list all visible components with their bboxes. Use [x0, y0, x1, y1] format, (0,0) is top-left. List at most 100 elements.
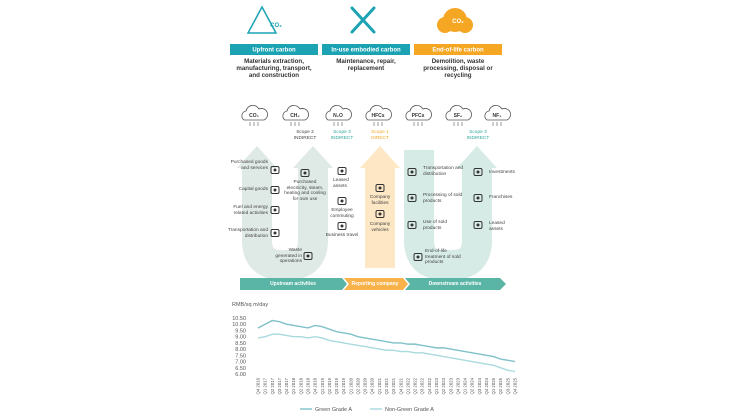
arrow-head	[293, 146, 333, 168]
activity-icon	[273, 208, 277, 212]
legend-label: Non-Green Grade A	[385, 407, 434, 413]
stage-description: Materials extraction, manufacturing, tra…	[236, 58, 312, 80]
activity-icon	[303, 252, 313, 260]
cloud	[484, 105, 511, 121]
activity-label: Processing of sold products	[423, 193, 463, 204]
activity-icon	[378, 212, 382, 216]
x-tick-label: Q2 2024	[470, 377, 475, 394]
x-tick-label: Q4 2020	[370, 377, 375, 394]
activity-icon	[473, 221, 483, 229]
cloud	[445, 105, 472, 121]
activity-icon	[340, 199, 344, 203]
icon-cloud	[437, 17, 453, 33]
series-line	[257, 319, 516, 363]
icon-text: CO₂	[270, 23, 282, 29]
scope-label: Scope 3	[333, 129, 351, 135]
x-tick-label: Q3 2023	[448, 377, 453, 394]
activity-icon	[476, 196, 480, 200]
x-tick-label: Q3 2020	[363, 377, 368, 394]
y-tick-label: 8.00	[235, 347, 246, 353]
stage-bar	[322, 44, 410, 55]
y-tick-label: 6.50	[235, 366, 246, 372]
activity-icon	[303, 171, 307, 175]
x-tick-label: Q2 2022	[413, 377, 418, 394]
activity-icon	[413, 253, 423, 261]
scope-label: Scope 1	[371, 129, 389, 135]
cloud	[405, 105, 432, 121]
activity-icon	[375, 210, 385, 218]
x-tick-label: Q1 2021	[377, 377, 382, 394]
gas-label: PFCs	[412, 113, 425, 119]
y-tick-label: 7.00	[235, 360, 246, 366]
x-tick-label: Q4 2024	[484, 377, 489, 394]
activity-icon	[337, 167, 347, 175]
scope-type: INDIRECT	[467, 135, 490, 141]
y-tick-label: 7.50	[235, 353, 246, 359]
y-tick-label: 8.50	[235, 341, 246, 347]
flow-arrow	[242, 168, 328, 280]
activity-icon	[476, 170, 480, 174]
x-tick-label: Q2 2025	[498, 377, 503, 394]
gas-label: NF₃	[493, 113, 503, 119]
activity-icon	[476, 223, 480, 227]
x-tick-label: Q3 2025	[505, 377, 510, 394]
activity-label: Leased assets	[333, 178, 349, 189]
icon-tools	[350, 6, 376, 34]
x-tick-label: Q3 2024	[477, 377, 482, 394]
stage-bar	[230, 44, 318, 55]
activity-label: Leased assets	[489, 221, 505, 232]
activity-label: Fuel and energy related activities	[233, 205, 268, 216]
activity-label: Investments	[489, 170, 515, 175]
x-tick-label: Q1 2025	[491, 377, 496, 394]
x-tick-label: Q2 2020	[355, 377, 360, 394]
gas-label: HFCs	[371, 113, 384, 119]
flow-bar	[240, 278, 347, 290]
activity-icon	[340, 169, 344, 173]
x-tick-label: Q2 2019	[327, 377, 332, 394]
scope-label: Scope 3	[469, 129, 487, 135]
x-tick-label: Q4 2016	[256, 377, 261, 394]
x-tick-label: Q1 2020	[348, 377, 353, 394]
x-tick-label: Q1 2023	[434, 377, 439, 394]
x-tick-label: Q3 2022	[420, 377, 425, 394]
activity-icon	[337, 197, 347, 205]
activity-icon	[410, 223, 414, 227]
activity-label: Capital goods	[238, 187, 268, 192]
activity-label: Company vehicles	[369, 222, 391, 233]
scope-label: Scope 2	[296, 129, 314, 135]
arrow-head	[360, 146, 400, 168]
y-tick-label: 10.00	[232, 322, 246, 328]
icon-cloud	[457, 17, 473, 33]
flow-bar	[405, 278, 506, 290]
cloud	[241, 105, 268, 121]
activity-icon	[270, 229, 280, 237]
y-tick-label: 9.00	[235, 335, 246, 341]
stage-title: Upfront carbon	[252, 48, 296, 54]
gas-label: N₂O	[333, 113, 343, 119]
gas-label: SF₆	[454, 113, 463, 119]
x-tick-label: Q3 2018	[305, 377, 310, 394]
activity-icon	[270, 166, 280, 174]
flow-bar	[344, 278, 408, 290]
activity-icon	[416, 255, 420, 259]
activity-icon	[473, 194, 483, 202]
x-tick-label: Q4 2021	[398, 377, 403, 394]
activity-label: Transportation and distribution	[227, 228, 268, 239]
x-tick-label: Q1 2018	[291, 377, 296, 394]
activity-icon	[273, 168, 277, 172]
x-tick-label: Q1 2019	[320, 377, 325, 394]
activity-icon	[300, 169, 310, 177]
y-tick-label: 6.00	[235, 372, 246, 378]
x-tick-label: Q3 2019	[334, 377, 339, 394]
activity-label: Franchises	[489, 195, 513, 200]
cloud	[282, 105, 309, 121]
stage-description: Demolition, waste processing, disposal o…	[423, 58, 493, 80]
activity-label: Company facilities	[369, 195, 391, 206]
activity-icon	[410, 170, 414, 174]
y-axis-label: RMB/sq m/day	[232, 302, 268, 308]
stage-description: Maintenance, repair, replacement	[336, 58, 396, 73]
icon-text: CO₂	[452, 19, 464, 25]
stage-bar	[414, 44, 502, 55]
gas-label: CH₄	[290, 113, 300, 119]
